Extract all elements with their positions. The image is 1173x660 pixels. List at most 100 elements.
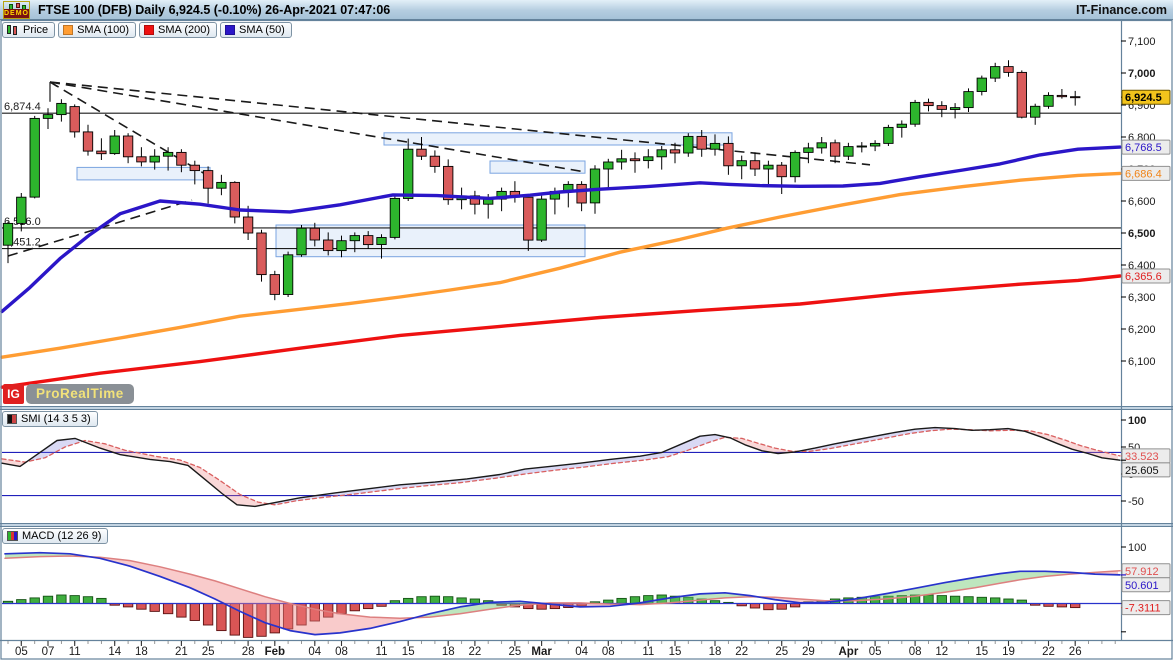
candle-body[interactable] bbox=[949, 107, 961, 110]
candle-body[interactable] bbox=[122, 135, 134, 158]
ig-logo: IG bbox=[3, 383, 24, 404]
candle-body[interactable] bbox=[1056, 94, 1068, 98]
trendline[interactable] bbox=[49, 81, 871, 166]
candle-body[interactable] bbox=[776, 164, 787, 178]
candle-body[interactable] bbox=[1003, 66, 1014, 73]
candle-body[interactable] bbox=[282, 254, 294, 295]
candle-body[interactable] bbox=[1043, 94, 1054, 107]
candle-body[interactable] bbox=[229, 181, 240, 218]
date-label: 15 bbox=[402, 646, 415, 658]
macd-swatch-icon bbox=[7, 531, 18, 541]
candle-body[interactable] bbox=[56, 102, 67, 116]
candle-body[interactable] bbox=[1016, 71, 1027, 118]
candle-body[interactable] bbox=[443, 165, 454, 201]
candle-body[interactable] bbox=[816, 142, 827, 149]
candle-body[interactable] bbox=[643, 156, 654, 162]
candle-body[interactable] bbox=[202, 170, 214, 189]
candle-body[interactable] bbox=[629, 158, 641, 162]
candle-body[interactable] bbox=[990, 66, 1001, 79]
candle-body[interactable] bbox=[309, 227, 320, 241]
chart-frame bbox=[0, 19, 1173, 660]
candle-body[interactable] bbox=[749, 160, 761, 170]
candle-body[interactable] bbox=[869, 142, 881, 147]
candle-body[interactable] bbox=[963, 91, 974, 109]
candle-body[interactable] bbox=[16, 196, 27, 224]
candle-body[interactable] bbox=[683, 135, 694, 154]
candle-body[interactable] bbox=[96, 150, 107, 155]
candle-body[interactable] bbox=[763, 164, 774, 170]
candle-body[interactable] bbox=[656, 149, 667, 158]
candle-body[interactable] bbox=[403, 148, 414, 199]
candle-body[interactable] bbox=[162, 151, 174, 157]
brand-link[interactable]: IT-Finance.com bbox=[1076, 2, 1167, 17]
candle-body[interactable] bbox=[856, 145, 867, 148]
candle-body[interactable] bbox=[69, 106, 80, 133]
candle-body[interactable] bbox=[589, 168, 601, 204]
candle-body[interactable] bbox=[843, 146, 854, 157]
candle-body[interactable] bbox=[789, 151, 801, 178]
sma100-button[interactable]: SMA (100) bbox=[58, 22, 137, 38]
smi-indicator-row: SMI (14 3 5 3) bbox=[2, 411, 98, 427]
candle-body[interactable] bbox=[896, 123, 907, 128]
candle-body[interactable] bbox=[936, 105, 947, 110]
candle-body[interactable] bbox=[883, 126, 894, 144]
value-label-text: 33.523 bbox=[1125, 451, 1159, 463]
candle-body[interactable] bbox=[723, 142, 734, 167]
candle-body[interactable] bbox=[2, 222, 14, 246]
candle-body[interactable] bbox=[909, 101, 921, 125]
candle-body[interactable] bbox=[242, 216, 254, 234]
smi-indicator-button[interactable]: SMI (14 3 5 3) bbox=[2, 411, 98, 427]
candle-body[interactable] bbox=[923, 101, 934, 107]
sma200-button[interactable]: SMA (200) bbox=[139, 22, 217, 38]
candle-body[interactable] bbox=[176, 151, 187, 166]
candle-body[interactable] bbox=[536, 198, 547, 241]
candle-body[interactable] bbox=[669, 149, 681, 154]
candle-body[interactable] bbox=[736, 160, 747, 167]
candle-body[interactable] bbox=[149, 155, 160, 163]
support-zone[interactable] bbox=[383, 132, 733, 146]
candle-body[interactable] bbox=[323, 239, 334, 252]
candle-body[interactable] bbox=[29, 117, 40, 198]
candle-body[interactable] bbox=[82, 131, 94, 152]
candle-body[interactable] bbox=[109, 135, 120, 155]
candle-body[interactable] bbox=[803, 147, 814, 153]
macd-indicator-button[interactable]: MACD (12 26 9) bbox=[2, 528, 109, 544]
trendline[interactable] bbox=[49, 81, 586, 173]
candle-body[interactable] bbox=[576, 183, 587, 204]
candle-body[interactable] bbox=[829, 142, 841, 157]
candle-body[interactable] bbox=[336, 240, 347, 252]
date-label: 08 bbox=[909, 646, 922, 658]
candle-body[interactable] bbox=[429, 155, 441, 167]
candle-body[interactable] bbox=[696, 135, 707, 150]
candle-body[interactable] bbox=[616, 158, 627, 163]
candle-body[interactable] bbox=[1070, 96, 1081, 99]
candle-body[interactable] bbox=[709, 142, 721, 150]
candle-body[interactable] bbox=[42, 114, 54, 119]
candle-body[interactable] bbox=[363, 235, 374, 246]
support-zone[interactable] bbox=[489, 160, 586, 174]
candle-body[interactable] bbox=[603, 161, 614, 170]
candle-body[interactable] bbox=[376, 237, 387, 245]
candle-body[interactable] bbox=[1030, 105, 1041, 118]
histogram-bar bbox=[363, 603, 374, 610]
sma50-button[interactable]: SMA (50) bbox=[220, 22, 292, 38]
price-series-button[interactable]: Price bbox=[2, 22, 56, 38]
date-label: 22 bbox=[1042, 646, 1055, 658]
candle-body[interactable] bbox=[256, 232, 267, 276]
candle-body[interactable] bbox=[523, 196, 534, 241]
macd-fill-region bbox=[92, 556, 416, 635]
candle-body[interactable] bbox=[136, 156, 147, 163]
panel-separator[interactable] bbox=[0, 523, 1173, 527]
date-label: 22 bbox=[735, 646, 748, 658]
candle-body[interactable] bbox=[269, 274, 280, 295]
candle-body[interactable] bbox=[389, 197, 401, 238]
candle-body[interactable] bbox=[216, 181, 227, 189]
candle-body[interactable] bbox=[349, 235, 360, 242]
smi-fill-region bbox=[731, 437, 800, 454]
candle-body[interactable] bbox=[976, 77, 987, 92]
candle-body[interactable] bbox=[189, 164, 200, 172]
panel-separator[interactable] bbox=[0, 406, 1173, 410]
candle-body[interactable] bbox=[416, 148, 427, 157]
candle-body[interactable] bbox=[296, 227, 307, 256]
